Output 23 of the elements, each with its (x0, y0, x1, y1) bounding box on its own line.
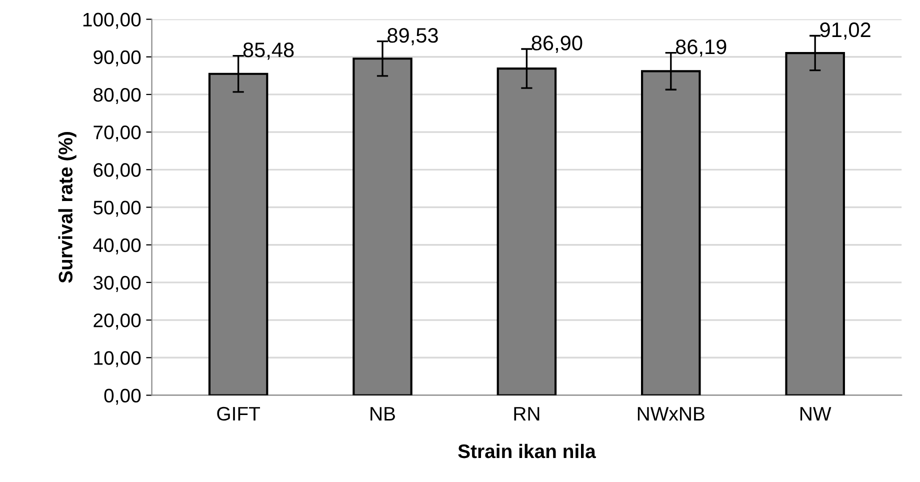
y-tick-label: 90,00 (94, 50, 141, 66)
y-axis-title: Survival rate (%) (58, 132, 76, 283)
y-tick-label: 10,00 (94, 351, 141, 368)
x-tick-label: NW (800, 407, 832, 420)
y-tick-label: 50,00 (94, 200, 141, 217)
y-tick-label: 30,00 (93, 276, 141, 292)
x-tick-label: GIFT (217, 406, 260, 421)
y-tick-label: 70,00 (94, 126, 141, 142)
y-tick-label: 100,00 (83, 12, 141, 29)
data-label: 89,53 (388, 28, 438, 46)
data-label: 91,02 (820, 22, 870, 40)
y-tick-label: 40,00 (93, 238, 141, 254)
x-tick-label: NB (370, 407, 395, 420)
y-tick-label: 60,00 (94, 163, 141, 180)
y-tick-label: 20,00 (94, 314, 141, 330)
x-axis-title: Strain ikan nila (458, 444, 596, 458)
x-tick-label: RN (514, 407, 540, 420)
y-tick-label: 80,00 (94, 88, 141, 104)
data-label: 85,48 (243, 42, 294, 60)
y-tick-label: 0,00 (104, 388, 141, 405)
data-label: 86,19 (676, 39, 726, 57)
x-tick-label: NWxNB (638, 407, 704, 420)
data-label: 86,90 (532, 36, 582, 53)
